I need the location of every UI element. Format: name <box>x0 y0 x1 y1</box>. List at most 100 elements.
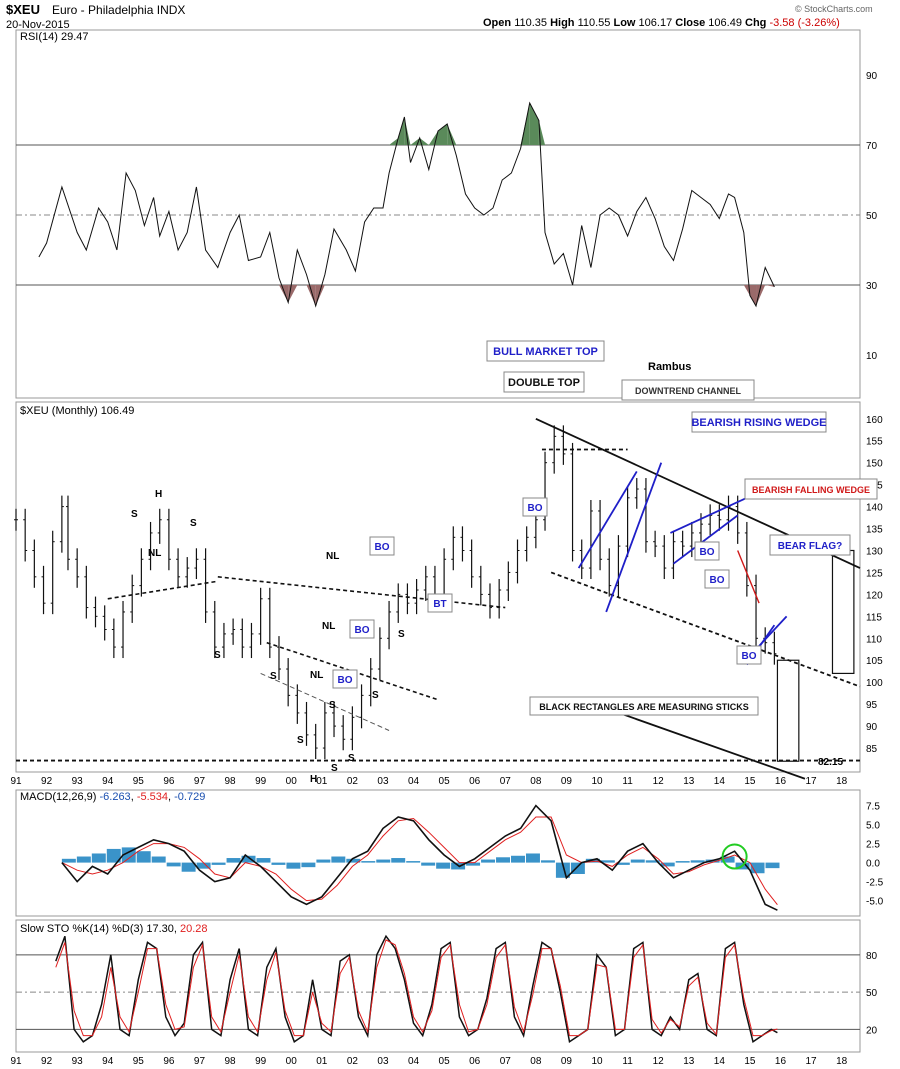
label-s-2: S <box>214 650 221 661</box>
rsi-overbought-fill <box>529 103 539 145</box>
price-ytick-115: 115 <box>866 612 882 623</box>
sto-title: Slow STO %K(14) %D(3) 17.30, 20.28 <box>20 923 208 935</box>
macd-histogram-bar <box>361 861 376 863</box>
high-label: High <box>550 17 575 29</box>
label-bo-3-box <box>522 497 548 517</box>
rsi-ytick-50: 50 <box>866 211 878 222</box>
macd-histogram-bar <box>525 853 540 863</box>
macd-ytick: -2.5 <box>866 878 884 889</box>
x-tick-bottom: 12 <box>653 1056 665 1067</box>
label-bo-0-box <box>369 536 395 556</box>
macd-histogram-bar <box>585 858 600 863</box>
sto-d-value: 20.28 <box>180 923 208 935</box>
macd-histogram-bar <box>346 858 361 863</box>
label-s-7: S <box>372 690 379 701</box>
sto-k-line <box>55 934 778 1044</box>
label-s-4: S <box>297 735 304 746</box>
rsi-ytick-70: 70 <box>866 141 878 152</box>
rsi-overbought-fill <box>419 138 429 145</box>
macd-histogram-bar <box>181 862 196 872</box>
rising-wedge-bottom <box>672 514 739 565</box>
macd-histogram-bar <box>406 861 421 863</box>
x-tick-bottom: 00 <box>286 1056 298 1067</box>
x-tick-mid: 15 <box>744 776 756 787</box>
x-tick-bottom: 94 <box>102 1056 114 1067</box>
label-bearish-rising-wedge: BEARISH RISING WEDGE <box>691 417 826 429</box>
macd-histogram-bar <box>226 858 241 863</box>
neckline-2002 <box>266 641 439 701</box>
macd-histogram-bar <box>765 862 780 869</box>
label-downtrend-channel: DOWNTREND CHANNEL <box>635 386 741 396</box>
x-tick-bottom: 07 <box>500 1056 512 1067</box>
price-ytick-100: 100 <box>866 678 883 689</box>
low-value: 106.17 <box>638 17 673 29</box>
label-nl-0: NL <box>148 548 161 559</box>
x-tick-mid: 05 <box>439 776 451 787</box>
macd-line <box>61 804 778 911</box>
label-bearish-falling-wedge-box <box>744 478 878 500</box>
x-tick-bottom: 09 <box>561 1056 573 1067</box>
x-tick-bottom: 04 <box>408 1056 420 1067</box>
x-tick-bottom: 18 <box>836 1056 848 1067</box>
macd-histogram-bar <box>391 858 406 863</box>
macd-histogram-bar <box>166 862 181 867</box>
macd-histogram-bar <box>301 862 316 868</box>
x-tick-mid: 99 <box>255 776 267 787</box>
instrument-name: Euro - Philadelphia INDX <box>52 3 186 17</box>
label-s-6: S <box>348 753 355 764</box>
price-ytick-105: 105 <box>866 656 883 667</box>
label-measuring-sticks-box <box>529 696 759 716</box>
sto-sep: , <box>174 923 180 935</box>
x-tick-mid: 92 <box>41 776 53 787</box>
x-tick-mid: 16 <box>775 776 787 787</box>
macd-histogram-bar <box>466 862 481 866</box>
macd-histogram-bar <box>271 862 286 865</box>
macd-histogram-bar <box>540 860 555 863</box>
close-label: Close <box>675 17 706 29</box>
x-tick-mid: 02 <box>347 776 359 787</box>
macd-histogram-bar <box>136 851 151 863</box>
sto-k-value: 17.30 <box>146 923 174 935</box>
x-tick-bottom: 02 <box>347 1056 359 1067</box>
macd-histogram-bar <box>196 862 211 869</box>
price-ytick-160: 160 <box>866 415 883 426</box>
x-tick-mid: 09 <box>561 776 573 787</box>
macd-histogram-bar <box>241 855 256 863</box>
x-tick-mid: 17 <box>806 776 818 787</box>
x-tick-mid: 10 <box>591 776 603 787</box>
price-ytick-120: 120 <box>866 590 883 601</box>
x-tick-bottom: 96 <box>163 1056 175 1067</box>
label-nl-3: NL <box>310 670 323 681</box>
measuring-stick-2 <box>831 549 855 675</box>
label-bear-flag: BEAR FLAG? <box>778 541 842 552</box>
label-h-1996: H <box>155 489 162 500</box>
rsi-overbought-fill <box>447 124 457 145</box>
macd-ytick: 0.0 <box>866 859 880 870</box>
x-tick-mid: 08 <box>530 776 542 787</box>
x-tick-bottom: 98 <box>224 1056 236 1067</box>
macd-histogram-bar <box>720 856 735 863</box>
price-ytick-110: 110 <box>866 634 882 645</box>
rsi-overbought-fill <box>538 120 546 145</box>
x-tick-bottom: 97 <box>194 1056 206 1067</box>
x-tick-mid: 14 <box>714 776 726 787</box>
panel-frame-sto <box>15 919 861 1053</box>
label-bo-4-box <box>694 541 720 561</box>
low-label: Low <box>613 17 636 29</box>
ohlc-summary: Open 110.35 High 110.55 Low 106.17 Close… <box>483 17 840 29</box>
x-tick-bottom: 93 <box>72 1056 84 1067</box>
rsi-overbought-fill <box>404 117 411 145</box>
macd-histogram-bar <box>600 860 615 863</box>
measuring-stick-1 <box>776 659 800 762</box>
x-tick-bottom: 92 <box>41 1056 53 1067</box>
macd-histogram-bar <box>256 858 271 863</box>
x-tick-mid: 03 <box>377 776 389 787</box>
price-ytick-90: 90 <box>866 722 878 733</box>
x-tick-mid: 97 <box>194 776 206 787</box>
price-title: $XEU (Monthly) 106.49 <box>20 405 134 417</box>
price-ytick-150: 150 <box>866 459 883 470</box>
label-s-0: S <box>131 509 138 520</box>
sto-ytick-80: 80 <box>866 951 878 962</box>
x-tick-bottom: 15 <box>744 1056 756 1067</box>
